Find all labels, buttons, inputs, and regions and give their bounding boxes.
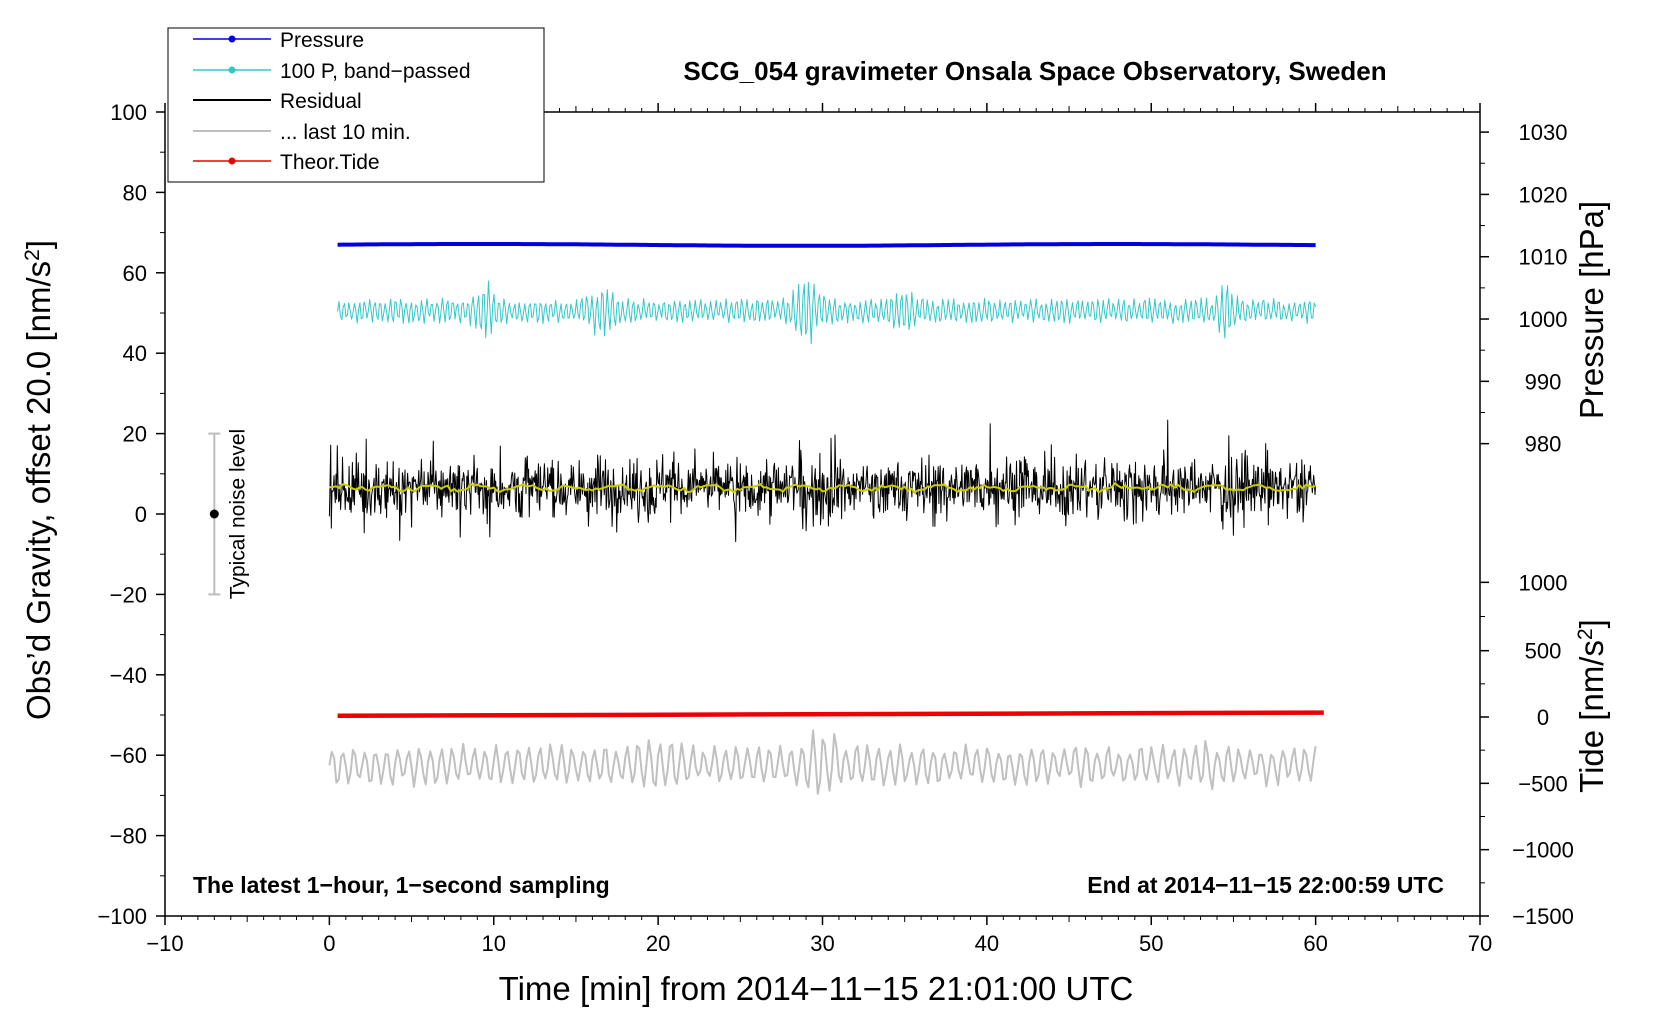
tide-tick-label: 1000 xyxy=(1519,570,1568,595)
x-tick-label: 20 xyxy=(646,931,670,956)
tide-tick-label: 500 xyxy=(1525,639,1562,664)
noise-bar-layer: Typical noise level xyxy=(208,429,249,599)
y-tick-label: −20 xyxy=(110,582,147,607)
legend-label-residual: Residual xyxy=(280,90,362,113)
y-tick-label: 100 xyxy=(110,100,147,125)
noise-bar-center-dot xyxy=(209,509,219,519)
x-tick-label: 10 xyxy=(482,931,506,956)
noise-bar-label-group: Typical noise level xyxy=(226,429,249,599)
legend-marker-pressure xyxy=(228,35,236,43)
pressure-tick-label: 980 xyxy=(1525,432,1562,457)
tide-axis-title: Tide [nm/s2] xyxy=(1573,619,1610,793)
pressure-tick-label: 1020 xyxy=(1519,182,1568,207)
y-axis-title: Obs’d Gravity, offset 20.0 [nm/s2] xyxy=(20,240,57,720)
annotation-end-time: End at 2014−11−15 22:00:59 UTC xyxy=(1087,872,1444,898)
x-tick-label: 40 xyxy=(975,931,999,956)
noise-bar-label: Typical noise level xyxy=(226,429,249,599)
legend-marker-bandpassed xyxy=(228,66,236,74)
x-axis-title: Time [min] from 2014−11−15 21:01:00 UTC xyxy=(499,970,1134,1007)
x-tick-label: 30 xyxy=(810,931,834,956)
legend-label-tide: Theor.Tide xyxy=(280,151,380,174)
series-residual xyxy=(328,419,1317,543)
legend-label-last10: ... last 10 min. xyxy=(280,121,411,144)
legend-label-pressure: Pressure xyxy=(280,29,364,52)
pressure-tick-label: 1000 xyxy=(1519,307,1568,332)
chart-title: SCG_054 gravimeter Onsala Space Observat… xyxy=(683,56,1386,86)
tide-tick-label: −1500 xyxy=(1512,904,1574,929)
legend-box xyxy=(167,27,545,183)
y-tick-label: −40 xyxy=(110,663,147,688)
tide-tick-label: −1000 xyxy=(1512,838,1574,863)
x-tick-label: 0 xyxy=(323,931,335,956)
y-tick-label: 60 xyxy=(123,261,147,286)
annotation-sampling: The latest 1−hour, 1−second sampling xyxy=(193,872,610,898)
pressure-tick-label: 1030 xyxy=(1519,120,1568,145)
axes-layer: −10 0 10 20 30 40 50 60 70100806040200−20−40−60−… xyxy=(97,100,1573,956)
y-tick-label: 80 xyxy=(123,180,147,205)
y-tick-label: −60 xyxy=(110,743,147,768)
legend: Pressure 100 P, band−passed Residual ...… xyxy=(167,27,545,183)
series-pressure xyxy=(337,242,1316,248)
pressure-axis-title: Pressure [hPa] xyxy=(1573,201,1610,419)
x-tick-label: 60 xyxy=(1303,931,1327,956)
series-last-10-min xyxy=(328,729,1317,795)
series-theor-tide xyxy=(337,710,1324,719)
tide-tick-label: 0 xyxy=(1537,705,1549,730)
pressure-tick-label: 990 xyxy=(1525,369,1562,394)
legend-label-bandpassed: 100 P, band−passed xyxy=(280,60,471,83)
y-tick-label: 0 xyxy=(135,502,147,527)
y-tick-label: 40 xyxy=(123,341,147,366)
series-layer xyxy=(328,242,1324,795)
x-tick-label: 70 xyxy=(1468,931,1492,956)
y-tick-label: 20 xyxy=(123,422,147,447)
series-residual-smoothed xyxy=(329,482,1316,494)
x-tick-label: −10 xyxy=(146,931,183,956)
x-tick-label: 50 xyxy=(1139,931,1163,956)
y-tick-label: −80 xyxy=(110,824,147,849)
legend-marker-tide xyxy=(228,157,236,165)
series-100-p-band-passed xyxy=(337,280,1317,345)
tide-tick-label: −500 xyxy=(1518,771,1568,796)
y-tick-label: −100 xyxy=(97,904,147,929)
pressure-tick-label: 1010 xyxy=(1519,245,1568,270)
